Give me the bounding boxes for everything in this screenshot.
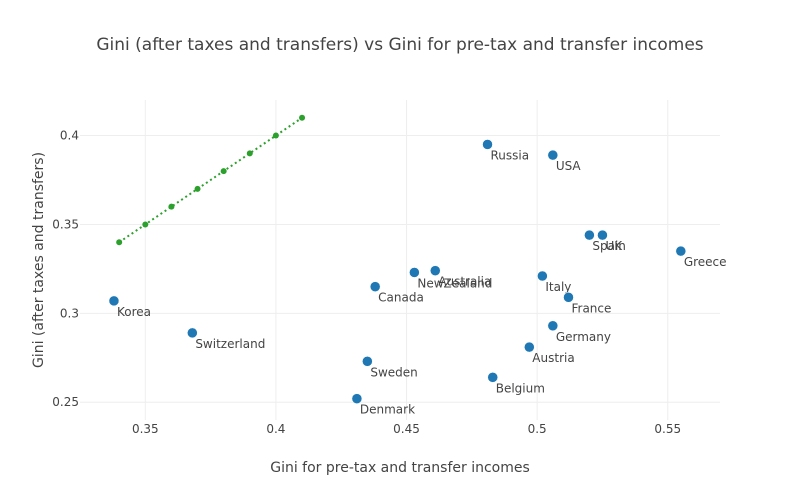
x-tick-label: 0.35	[132, 422, 159, 436]
data-point[interactable]	[524, 341, 535, 353]
reference-line	[118, 116, 303, 244]
point-label: USA	[556, 159, 582, 173]
y-tick-label: 0.4	[60, 129, 79, 143]
data-point[interactable]	[547, 320, 559, 332]
y-tick-label: 0.35	[52, 217, 79, 231]
point-label: Australia	[438, 275, 491, 289]
y-tick-label: 0.25	[52, 395, 79, 409]
y-axis-title: Gini (after taxes and transfers)	[31, 152, 47, 368]
data-point[interactable]	[537, 270, 548, 282]
gridlines	[80, 100, 720, 420]
point-label: Switzerland	[195, 337, 265, 351]
chart-title: Gini (after taxes and transfers) vs Gini…	[96, 35, 703, 55]
point-label: France	[571, 301, 611, 315]
data-point[interactable]	[584, 229, 595, 241]
point-label: Sweden	[370, 365, 417, 379]
point-label: Italy	[545, 280, 571, 294]
x-tick-label: 0.45	[393, 422, 420, 436]
x-axis-title: Gini for pre-tax and transfer incomes	[270, 460, 530, 476]
data-point[interactable]	[108, 295, 120, 307]
data-point[interactable]	[430, 265, 441, 276]
data-point[interactable]	[675, 245, 687, 257]
x-axis-ticks: 0.35 0.4 0.45 0.5 0.55	[132, 422, 681, 436]
data-point[interactable]	[369, 281, 381, 292]
x-tick-label: 0.5	[528, 422, 547, 436]
point-label: Korea	[117, 305, 151, 319]
data-point[interactable]	[362, 356, 373, 367]
data-point[interactable]	[187, 327, 198, 339]
point-label: Canada	[378, 291, 424, 305]
data-point[interactable]	[409, 267, 420, 278]
point-label: Russia	[491, 148, 530, 162]
point-label: NewZealand	[417, 276, 492, 290]
data-point[interactable]	[547, 149, 559, 161]
reference-point	[220, 168, 227, 175]
reference-point	[246, 150, 253, 157]
reference-point	[299, 114, 306, 121]
point-label: Austria	[532, 351, 574, 365]
reference-point	[272, 132, 279, 139]
data-point[interactable]	[482, 139, 493, 150]
reference-point	[194, 185, 201, 192]
point-label: Germany	[556, 330, 611, 344]
data-point[interactable]	[351, 393, 363, 404]
y-axis-ticks: 0.25 0.3 0.35 0.4	[52, 129, 79, 410]
point-label: Greece	[684, 255, 727, 269]
point-label: Spain	[592, 239, 626, 253]
point-label: Belgium	[496, 381, 545, 395]
point-label: Denmark	[360, 403, 415, 417]
x-tick-label: 0.4	[266, 422, 285, 436]
reference-series	[116, 114, 306, 246]
data-point[interactable]	[487, 372, 498, 383]
reference-point	[116, 239, 123, 246]
point-label: UK	[605, 239, 623, 253]
x-tick-label: 0.55	[654, 422, 681, 436]
y-tick-label: 0.3	[60, 306, 79, 320]
data-point[interactable]	[597, 229, 608, 241]
reference-point	[168, 203, 175, 210]
data-point[interactable]	[563, 292, 574, 303]
reference-point	[142, 221, 149, 228]
